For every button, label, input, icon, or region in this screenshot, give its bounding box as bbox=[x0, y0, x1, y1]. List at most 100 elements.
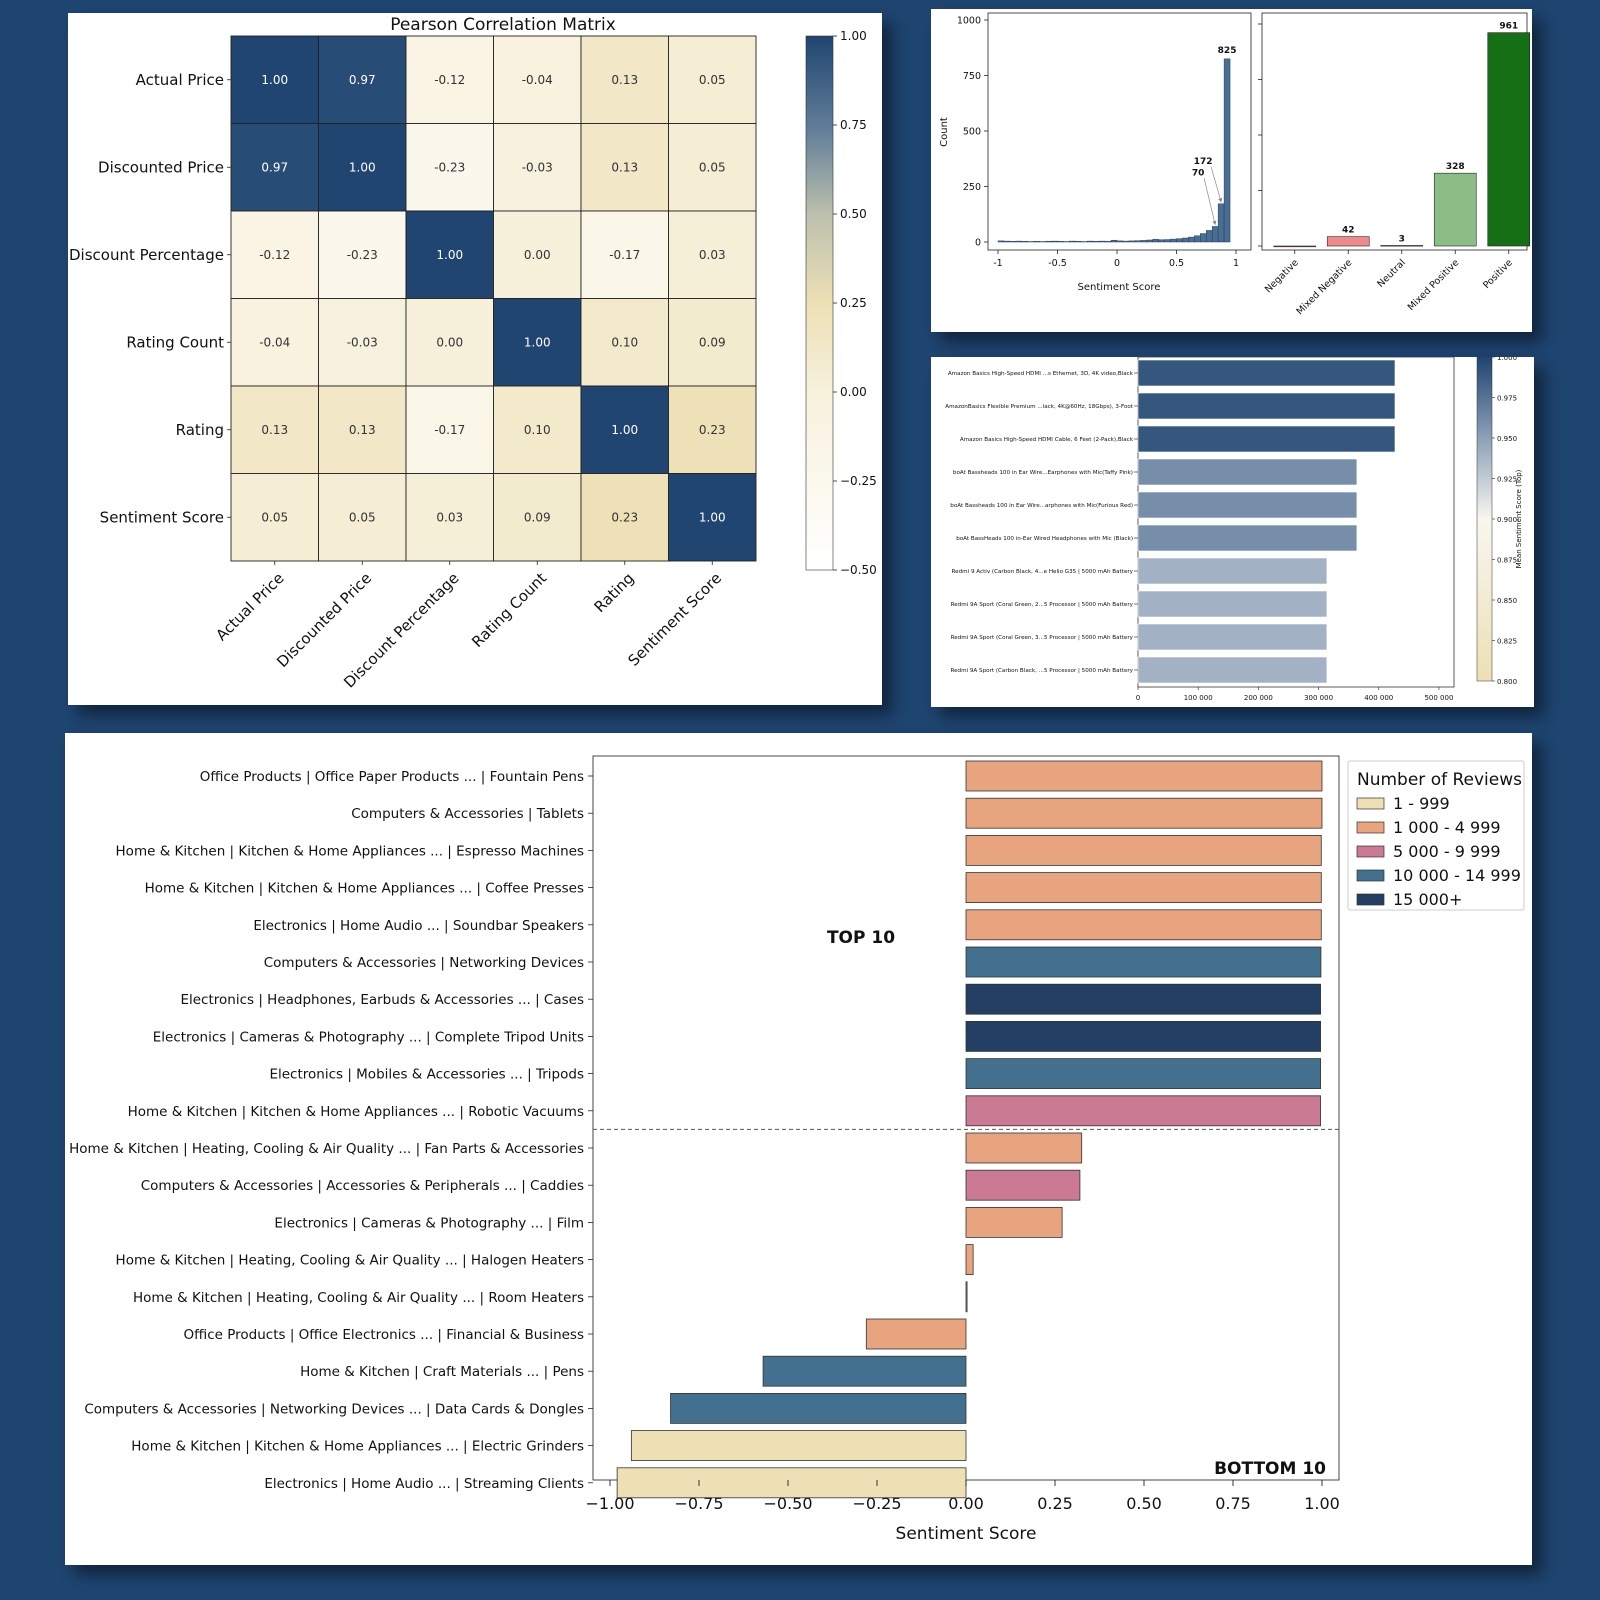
heatmap-cell-value: 0.03 bbox=[436, 510, 463, 524]
class-bar bbox=[1433, 172, 1477, 247]
top-products-colorbar bbox=[1476, 357, 1493, 682]
heatmap-y-tick-label: Rating bbox=[176, 421, 224, 439]
category-bar bbox=[965, 1206, 1063, 1238]
category-bar bbox=[965, 946, 1322, 978]
category-y-tick-label: Electronics | Mobiles & Accessories ... … bbox=[269, 1067, 584, 1083]
heatmap-cell-value: 1.00 bbox=[699, 510, 726, 524]
category-x-tick-label: −0.75 bbox=[674, 1494, 723, 1513]
histogram-x-label: Sentiment Score bbox=[1078, 282, 1161, 293]
heatmap-cell-value: -0.17 bbox=[434, 423, 465, 437]
category-sentiment-chart: Office Products | Office Paper Products … bbox=[69, 755, 1525, 1544]
category-y-tick-label: Electronics | Cameras & Photography ... … bbox=[153, 1029, 584, 1045]
heatmap-x-tick-label: Sentiment Score bbox=[624, 569, 725, 670]
product-y-tick-label: Amazon Basics High-Speed HDMI Cable, 6 F… bbox=[960, 437, 1134, 443]
product-colorbar-tick-label: 0.825 bbox=[1497, 638, 1517, 646]
category-bar bbox=[965, 1020, 1321, 1052]
histogram-bar bbox=[1223, 58, 1231, 243]
histogram-y-tick-label: 250 bbox=[963, 182, 981, 193]
legend-entry-label: 1 000 - 4 999 bbox=[1393, 818, 1501, 837]
heatmap-cell-value: -0.23 bbox=[347, 248, 378, 262]
heatmap-y-tick-label: Actual Price bbox=[136, 71, 224, 89]
class-x-tick-label: Mixed Positive bbox=[1406, 257, 1462, 313]
heatmap-cell bbox=[318, 123, 407, 212]
product-y-tick-label: boAt BassHeads 100 in-Ear Wired Headphon… bbox=[956, 536, 1133, 542]
category-y-tick-label: Home & Kitchen | Kitchen & Home Applianc… bbox=[116, 843, 584, 859]
heatmap-cell-value: 0.05 bbox=[699, 160, 726, 174]
category-bar bbox=[762, 1355, 967, 1387]
category-sentiment-panel: Office Products | Office Paper Products … bbox=[65, 733, 1532, 1565]
heatmap-cell bbox=[405, 210, 494, 299]
heatmap-cell-value: 0.23 bbox=[699, 423, 726, 437]
category-y-tick-label: Computers & Accessories | Networking Dev… bbox=[264, 955, 584, 971]
heatmap-cell bbox=[580, 473, 669, 562]
heatmap-x-tick-label: Rating Count bbox=[468, 569, 550, 651]
colorbar-tick-label: 0.50 bbox=[840, 207, 867, 221]
product-colorbar-tick-label: 0.950 bbox=[1497, 435, 1517, 443]
product-bar bbox=[1137, 524, 1358, 552]
product-bar bbox=[1137, 458, 1358, 486]
product-y-tick-label: AmazonBasics Flexible Premium ...lack, 4… bbox=[945, 404, 1134, 410]
category-y-tick-label: Computers & Accessories | Networking Dev… bbox=[84, 1401, 584, 1417]
histogram-bar bbox=[1182, 237, 1189, 243]
heatmap-cell-value: 0.97 bbox=[261, 160, 288, 174]
histogram-bar bbox=[1069, 240, 1076, 243]
category-bar bbox=[965, 872, 1322, 904]
histogram-bar bbox=[1217, 203, 1225, 243]
legend-entry-label: 10 000 - 14 999 bbox=[1393, 866, 1521, 885]
histogram-bar bbox=[1015, 240, 1023, 243]
heatmap-cell bbox=[405, 35, 494, 124]
heatmap-cell bbox=[668, 210, 757, 299]
histogram-bar bbox=[1098, 240, 1106, 243]
colorbar-tick-label: −0.50 bbox=[840, 563, 877, 577]
heatmap-cell bbox=[318, 210, 407, 299]
category-y-tick-label: Electronics | Home Audio ... | Streaming… bbox=[264, 1476, 584, 1492]
heatmap-y-tick-label: Discount Percentage bbox=[69, 246, 224, 264]
product-colorbar-tick-label: 0.925 bbox=[1497, 476, 1517, 484]
bottom-10-annotation: BOTTOM 10 bbox=[1214, 1459, 1326, 1479]
heatmap-cell bbox=[668, 298, 757, 387]
histogram-bar bbox=[1152, 239, 1159, 243]
heatmap-cell bbox=[493, 385, 582, 474]
legend-entry-label: 15 000+ bbox=[1393, 890, 1462, 909]
heatmap-cell-value: 0.13 bbox=[349, 423, 376, 437]
class-bar-label: 3 bbox=[1399, 234, 1405, 244]
product-y-tick-label: Amazon Basics High-Speed HDMI ...s Ether… bbox=[948, 371, 1134, 377]
histogram-bar bbox=[1200, 233, 1207, 243]
histogram-bar bbox=[1164, 239, 1171, 243]
heatmap-cell bbox=[493, 298, 582, 387]
class-x-tick-label: Mixed Negative bbox=[1294, 257, 1354, 317]
heatmap-cell-value: 0.05 bbox=[699, 73, 726, 87]
top-products-colorbar-label: Mean Sentiment Score (Top) bbox=[1515, 469, 1523, 568]
histogram-bar bbox=[1045, 241, 1052, 243]
heatmap-cell-value: 1.00 bbox=[349, 160, 376, 174]
histogram-annotation: 825 bbox=[1218, 46, 1237, 56]
histogram-bar bbox=[1021, 241, 1029, 243]
histogram-annotation: 70 bbox=[1192, 168, 1205, 178]
product-x-tick-label: 400 000 bbox=[1364, 694, 1393, 702]
histogram-y-tick-label: 0 bbox=[975, 238, 981, 249]
heatmap-x-tick-label: Actual Price bbox=[212, 569, 287, 644]
heatmap-cell-value: 0.00 bbox=[436, 335, 463, 349]
heatmap-cell-value: 0.13 bbox=[611, 160, 638, 174]
class-bar-label: 42 bbox=[1342, 226, 1355, 236]
top-10-annotation: TOP 10 bbox=[827, 928, 895, 948]
category-bar bbox=[965, 1169, 1081, 1201]
category-y-tick-label: Office Products | Office Electronics ...… bbox=[184, 1327, 584, 1343]
product-x-tick-label: 500 000 bbox=[1424, 694, 1453, 702]
histogram-bar bbox=[1122, 240, 1130, 243]
product-y-tick-label: Redmi 9A Sport (Coral Green, 2...5 Proce… bbox=[951, 602, 1134, 608]
category-bar bbox=[965, 1095, 1321, 1127]
heatmap-cell bbox=[230, 35, 319, 124]
product-x-tick-label: 100 000 bbox=[1184, 694, 1213, 702]
product-x-tick-label: 300 000 bbox=[1304, 694, 1333, 702]
heatmap-title: Pearson Correlation Matrix bbox=[390, 15, 616, 35]
heatmap-colorbar bbox=[805, 35, 834, 571]
class-x-tick-label: Negative bbox=[1263, 257, 1301, 295]
product-y-tick-label: Redmi 9A Sport (Coral Green, 3...5 Proce… bbox=[951, 635, 1134, 641]
legend-swatch bbox=[1356, 893, 1385, 906]
category-x-label: Sentiment Score bbox=[896, 1524, 1037, 1544]
histogram-y-label: Count bbox=[939, 117, 950, 147]
heatmap-cell bbox=[230, 385, 319, 474]
heatmap-cell-value: -0.04 bbox=[259, 335, 290, 349]
